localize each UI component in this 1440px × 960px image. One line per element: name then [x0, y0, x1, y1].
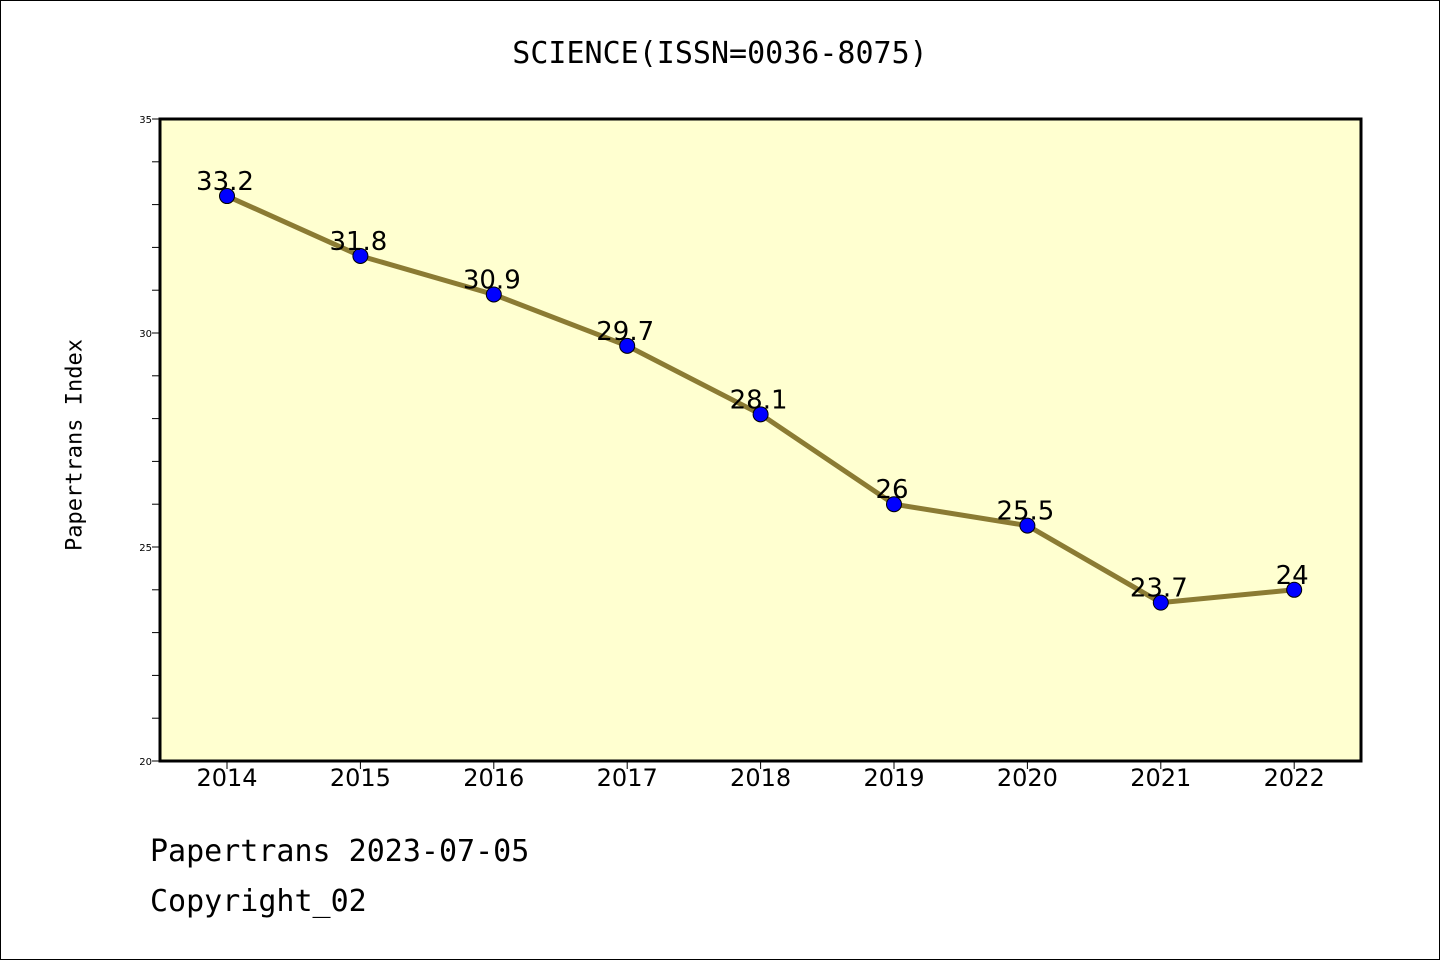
data-point: [352, 247, 369, 264]
data-point: [619, 337, 636, 354]
data-label: 23.7: [1130, 574, 1188, 604]
data-point: [485, 286, 502, 303]
x-tick-label: 2020: [997, 764, 1058, 792]
data-point: [1286, 581, 1303, 598]
x-tick-label: 2015: [330, 764, 391, 792]
y-tick-label: 20: [139, 757, 152, 768]
footer-date: Papertrans 2023-07-05: [150, 834, 530, 869]
plot-area: [160, 119, 1361, 761]
data-label: 29.7: [596, 317, 654, 347]
data-point: [752, 406, 769, 423]
data-point: [219, 188, 235, 205]
data-point: [1019, 517, 1036, 534]
footer-copyright: Copyright_02: [150, 884, 367, 919]
x-tick-label: 2021: [1130, 764, 1191, 792]
data-label: 26: [875, 475, 908, 505]
data-label: 25.5: [996, 497, 1054, 527]
x-tick-label: 2019: [863, 764, 924, 792]
data-label: 30.9: [463, 265, 521, 295]
y-tick-label: 30: [139, 329, 152, 340]
x-tick-label: 2018: [730, 764, 791, 792]
x-tick-label: 2022: [1264, 764, 1325, 792]
data-point: [1152, 594, 1169, 611]
data-label: 24: [1276, 561, 1309, 591]
data-label: 33.2: [196, 167, 254, 197]
y-tick-label: 25: [139, 543, 152, 554]
data-point: [886, 496, 902, 513]
y-tick-label: 35: [139, 115, 152, 126]
plot-border: [158, 117, 1363, 763]
data-label: 31.8: [329, 227, 387, 257]
x-tick-label: 2016: [463, 764, 524, 792]
x-tick-label: 2017: [597, 764, 658, 792]
data-label: 28.1: [730, 385, 788, 415]
x-tick-label: 2014: [196, 764, 257, 792]
chart-title: SCIENCE(ISSN=0036-8075): [512, 36, 928, 71]
